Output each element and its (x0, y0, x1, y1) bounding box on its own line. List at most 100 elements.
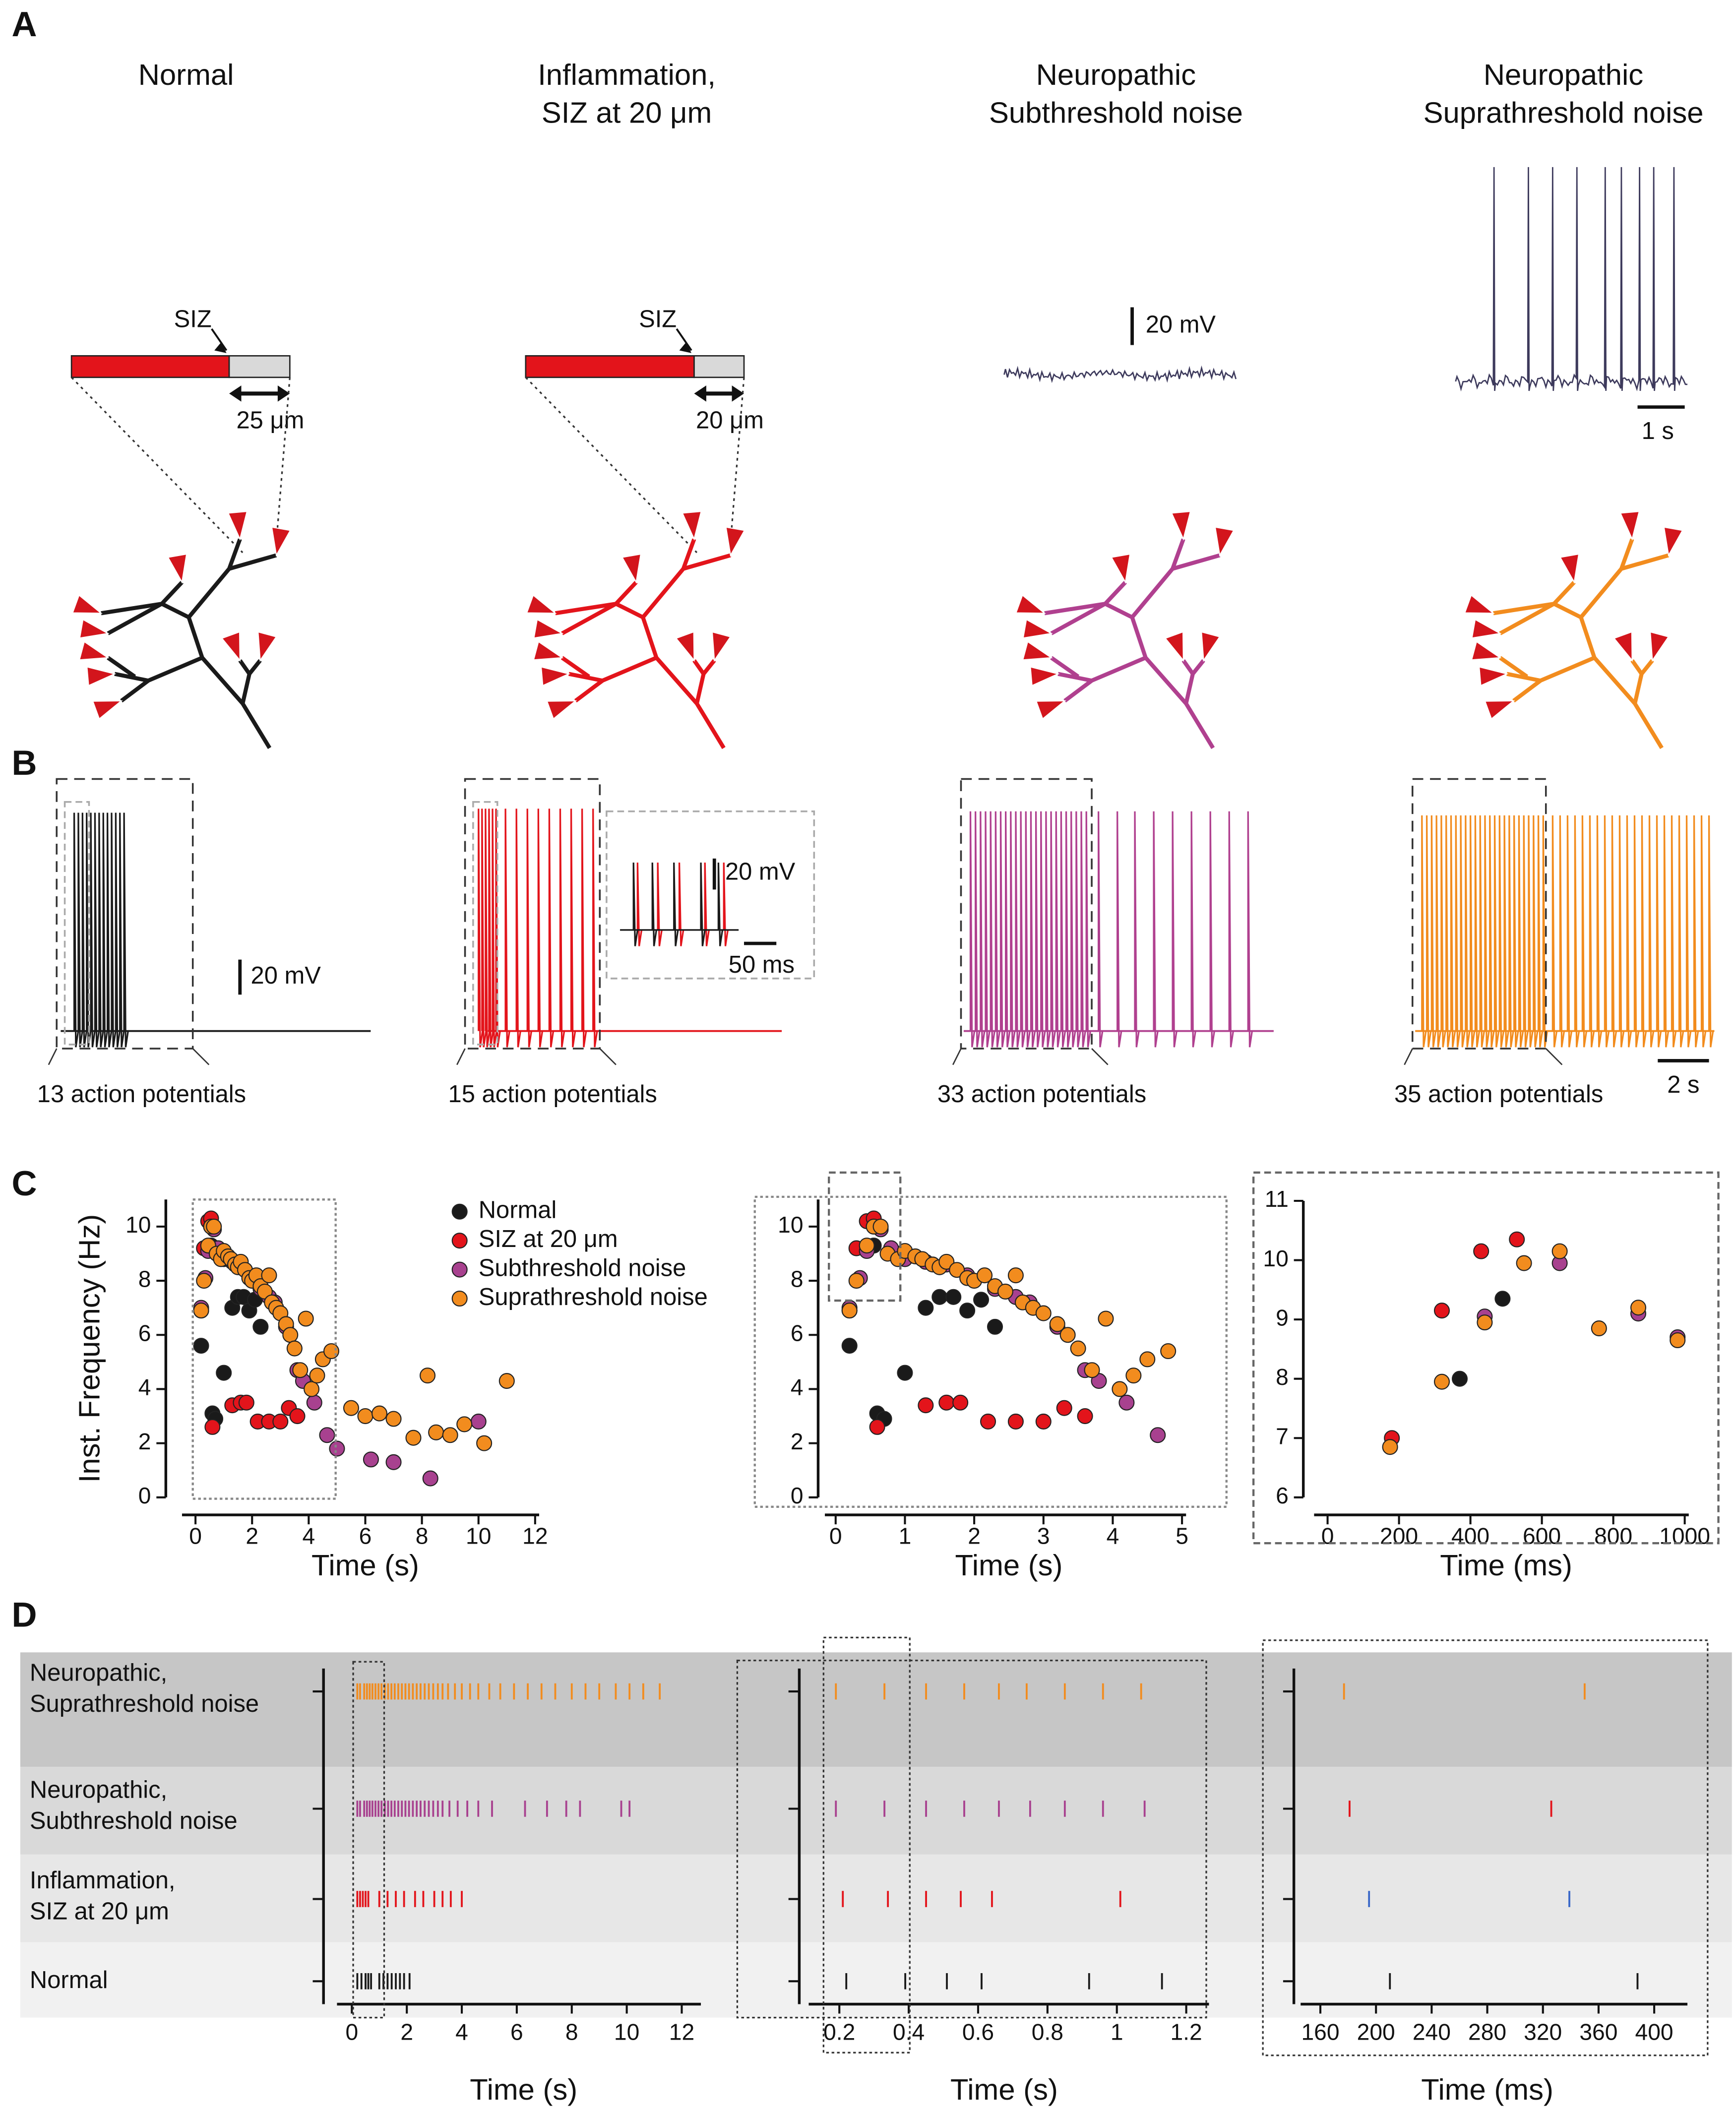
nerve-ending (1471, 640, 1502, 661)
data-point (1035, 1413, 1052, 1430)
legend-label: Subthreshold noise (479, 1255, 686, 1282)
y-tick-label: 9 (1276, 1305, 1289, 1330)
x-tick-label: 6 (359, 1523, 372, 1549)
data-point (945, 1289, 962, 1305)
x-tick-label: 8 (416, 1523, 429, 1549)
row-band (20, 1652, 1732, 1767)
data-point (1007, 1413, 1024, 1430)
data-point (869, 1419, 885, 1435)
nerve-ending (533, 619, 564, 639)
x-tick-label: 4 (303, 1523, 315, 1549)
data-point (292, 1362, 309, 1378)
data-point (442, 1427, 458, 1443)
x-tick-label: 12 (669, 2019, 694, 2045)
x-tick-label: 600 (1523, 1523, 1561, 1549)
nerve-ending (1478, 666, 1509, 686)
panel-title-box: Inflammation, SIZ at 20 μm (538, 58, 716, 129)
x-tick-label: 1.2 (1171, 2019, 1202, 2045)
nerve-ending (725, 526, 745, 557)
zoom-box (56, 778, 194, 1050)
nerve-ending (79, 619, 110, 639)
caption-leader (48, 1048, 58, 1065)
nerve-ending (1111, 553, 1131, 584)
y-tick-label: 8 (138, 1266, 151, 1292)
nerve-ending (711, 631, 732, 662)
siz-label: SIZ (639, 306, 677, 333)
nerve-ending (1484, 700, 1515, 720)
scale-label: 50 ms (729, 951, 795, 978)
nerve-ending (675, 631, 695, 662)
y-tick-label: 10 (125, 1212, 151, 1238)
y-tick-label: 8 (1276, 1364, 1289, 1390)
x-tick-label: 0.6 (962, 2019, 994, 2045)
x-tick-label: 6 (510, 2019, 523, 2045)
panel-label: C (12, 1164, 37, 1203)
dendritic-tree (526, 510, 745, 749)
caption-leader (1091, 1048, 1109, 1065)
dendrite-segment (525, 355, 695, 378)
caption-leader (456, 1048, 466, 1065)
x-tick-label: 2 (246, 1523, 258, 1549)
y-tick-label: 0 (791, 1483, 804, 1508)
nerve-ending (1559, 553, 1580, 584)
nerve-ending (86, 666, 117, 686)
data-point (252, 1318, 269, 1335)
data-point (1056, 1400, 1072, 1416)
data-point (980, 1413, 996, 1430)
data-point (1433, 1303, 1450, 1319)
x-tick-label: 3 (1037, 1523, 1050, 1549)
data-point (319, 1427, 335, 1443)
x-tick-label: 0 (189, 1523, 202, 1549)
zoom-box (464, 778, 601, 1050)
nerve-ending (1663, 526, 1683, 557)
row-band (20, 1767, 1732, 1855)
data-point (193, 1338, 209, 1354)
data-point (371, 1405, 388, 1422)
nerve-ending (526, 594, 557, 614)
y-tick-label: 6 (1276, 1483, 1289, 1508)
zoom-line (525, 376, 698, 554)
y-tick-label: 10 (1263, 1245, 1288, 1271)
spike-trace (1455, 167, 1688, 392)
zoom-box (753, 1195, 1228, 1508)
siz-arrowhead (214, 342, 227, 353)
data-point (1494, 1291, 1511, 1307)
data-point (498, 1373, 515, 1389)
nerve-ending (546, 700, 577, 720)
scale-label: 20 mV (725, 859, 796, 885)
data-point (216, 1365, 232, 1381)
data-point (1473, 1243, 1489, 1259)
data-point (1433, 1373, 1450, 1390)
inset-box (606, 810, 815, 980)
x-tick-label: 160 (1301, 2019, 1339, 2045)
x-tick-label: 2 (400, 2019, 413, 2045)
y-tick-label: 0 (138, 1483, 151, 1508)
x-tick-label: 0 (829, 1523, 842, 1549)
data-point (1670, 1332, 1686, 1349)
data-point (196, 1273, 212, 1289)
data-point (1098, 1310, 1114, 1327)
x-axis-title: Time (s) (311, 1549, 419, 1582)
y-tick-label: 11 (1265, 1186, 1289, 1212)
data-point (261, 1267, 277, 1284)
panel-title: Neuropathic Subthreshold noise (989, 58, 1243, 129)
legend-label: Suprathreshold noise (479, 1284, 708, 1310)
x-tick-label: 320 (1524, 2019, 1562, 2045)
data-point (1150, 1427, 1166, 1443)
panel-title-box: Normal (138, 58, 234, 92)
data-point (997, 1283, 1013, 1300)
data-point (977, 1267, 993, 1284)
data-point (1139, 1351, 1156, 1368)
siz-segment (228, 355, 291, 378)
panel-title: Inflammation, SIZ at 20 μm (538, 58, 716, 129)
dendritic-tree (1464, 510, 1683, 749)
data-point (282, 1327, 299, 1343)
scale-label: 2 s (1667, 1071, 1699, 1098)
data-point (204, 1419, 221, 1435)
nerve-ending (227, 510, 248, 541)
panel-label: A (12, 4, 37, 44)
row-label-box: Neuropathic, Suprathreshold noise (30, 1659, 259, 1716)
data-point (1049, 1316, 1065, 1332)
arrowhead (229, 385, 242, 402)
nerve-ending (1022, 619, 1053, 639)
